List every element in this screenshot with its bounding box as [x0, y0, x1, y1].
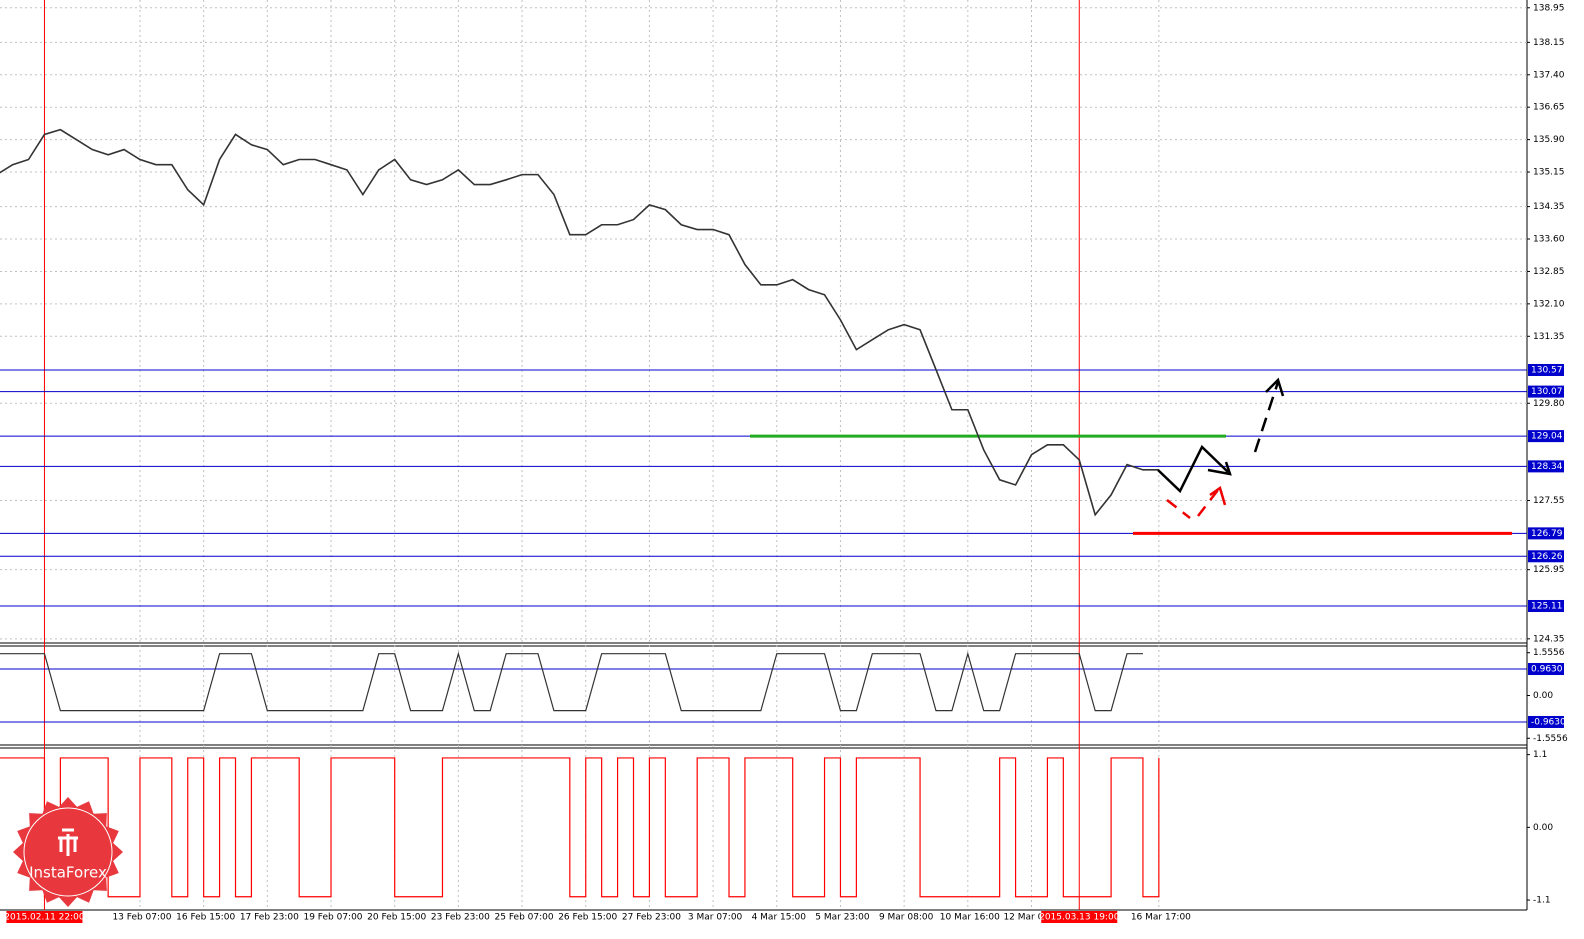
forecast-dashed	[1253, 381, 1280, 453]
y-tick-label: -1.1	[1533, 896, 1551, 906]
level-label-bg	[1528, 715, 1564, 728]
logo-icon	[58, 828, 78, 856]
x-tick-label: 19 Feb 07:00	[303, 913, 362, 923]
level-label: 128.34	[1531, 462, 1563, 472]
y-tick-label: 132.85	[1533, 267, 1565, 277]
event-label-bg	[6, 911, 83, 923]
y-tick-label: 133.60	[1533, 235, 1565, 245]
marks: 2015.02.11 22:00 13 Feb 07:00 16 Feb 15:00…	[0, 0, 1568, 923]
y-tick-label: 138.95	[1533, 3, 1565, 13]
y-tick-label: 0.00	[1533, 823, 1553, 833]
x-tick-label: 9 Mar 08:00	[879, 913, 934, 923]
level-label: 125.11	[1531, 601, 1563, 611]
forecast-path	[1157, 444, 1229, 494]
forecast-arrows	[1157, 377, 1285, 519]
price-line	[0, 128, 1159, 517]
level-label: 130.57	[1531, 365, 1563, 375]
y-tick-label: 124.35	[1533, 634, 1565, 644]
level-label-bg	[1528, 460, 1564, 473]
y-tick-label: 131.35	[1533, 332, 1565, 342]
forecast-alt	[1197, 489, 1219, 517]
x-tick-label: 20 Feb 15:00	[367, 913, 426, 923]
level-label: -0.9630	[1531, 717, 1566, 727]
y-tick-label: 135.15	[1533, 168, 1565, 178]
level-label-bg	[1528, 663, 1564, 676]
y-tick-label: 1.1	[1533, 750, 1547, 760]
oscillator-line	[0, 651, 1143, 712]
x-tick-label: 3 Mar 07:00	[688, 913, 743, 923]
x-tick-label: 16 Mar 17:00	[1131, 913, 1191, 923]
x-tick-label: 4 Mar 15:00	[752, 913, 807, 923]
y-tick-label: 132.10	[1533, 299, 1565, 309]
x-tick-label: 25 Feb 07:00	[495, 913, 554, 923]
level-label: 0.9630	[1531, 665, 1563, 675]
x-tick-label: 16 Feb 15:00	[176, 913, 235, 923]
level-label-bg	[1528, 385, 1564, 398]
y-tick-label: 135.90	[1533, 135, 1565, 145]
y-tick-label: 134.35	[1533, 202, 1565, 212]
y-tick-label: 138.15	[1533, 38, 1565, 48]
level-label: 126.79	[1531, 529, 1563, 539]
arrow-head	[1265, 377, 1285, 397]
level-label-bg	[1528, 599, 1564, 612]
y-tick-label: 125.95	[1533, 565, 1565, 575]
x-tick-label: 13 Feb 07:00	[112, 913, 171, 923]
level-label: 130.07	[1531, 387, 1563, 397]
y-tick-label: -1.5556	[1533, 734, 1568, 744]
level-label-bg	[1528, 550, 1564, 563]
x-tick-label: 2015.03.13 19:00	[1039, 913, 1120, 923]
y-tick-label: 137.40	[1533, 70, 1565, 80]
event-label-bg	[1041, 911, 1118, 923]
y-tick-label: 0.00	[1533, 691, 1553, 701]
x-tick-label: 23 Feb 23:00	[431, 913, 490, 923]
logo: InstaForex	[13, 797, 123, 907]
x-tick-label: 2015.02.11 22:00	[4, 913, 85, 923]
x-tick-label: 27 Feb 23:00	[622, 913, 681, 923]
arrow-head	[1207, 461, 1232, 476]
y-tick-label: 1.5556	[1533, 648, 1565, 658]
y-tick-label: 136.65	[1533, 103, 1565, 113]
signal-step	[0, 757, 1160, 898]
level-label-bg	[1528, 527, 1564, 540]
level-label-bg	[1528, 363, 1564, 376]
x-tick-label: 17 Feb 23:00	[240, 913, 299, 923]
x-tick-label: 26 Feb 15:00	[558, 913, 617, 923]
x-tick-label: 5 Mar 23:00	[815, 913, 870, 923]
level-label-bg	[1528, 430, 1564, 443]
x-tick-label: 12 Mar 00:00	[1003, 913, 1063, 923]
y-tick-label: 129.80	[1533, 399, 1565, 409]
y-tick-label: 127.55	[1533, 496, 1565, 506]
forecast-alt	[1166, 499, 1191, 519]
arrow-head	[1209, 485, 1227, 506]
level-label: 126.26	[1531, 552, 1563, 562]
x-tick-label: 10 Mar 16:00	[940, 913, 1000, 923]
level-label: 129.04	[1531, 432, 1563, 442]
logo-text: InstaForex	[29, 864, 107, 882]
